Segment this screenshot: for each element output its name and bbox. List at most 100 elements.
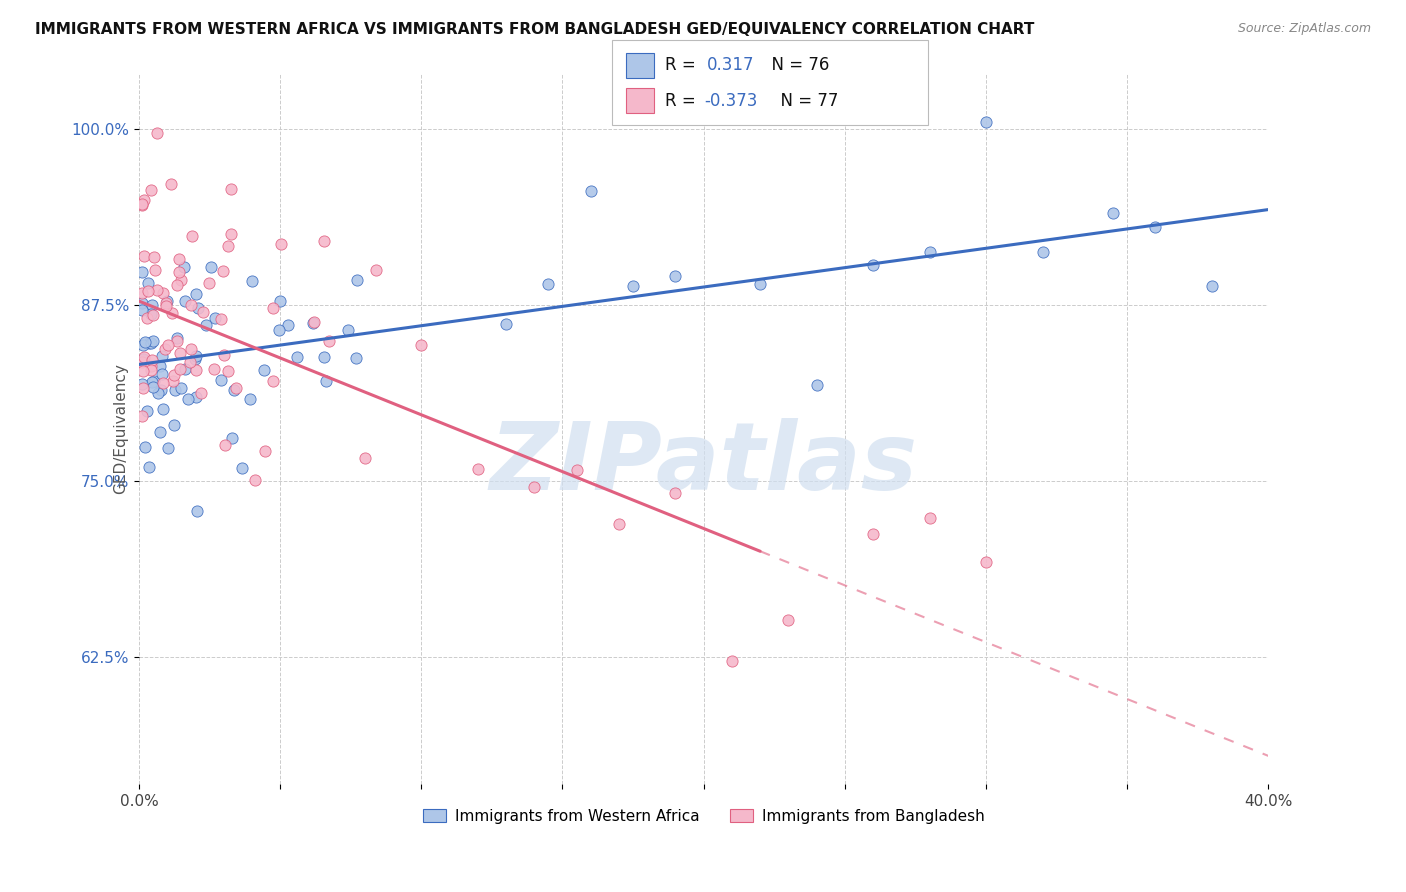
Point xyxy=(170,273,193,287)
Point xyxy=(173,293,195,308)
Point xyxy=(721,654,744,668)
Point xyxy=(169,346,191,360)
Point xyxy=(224,383,246,397)
Point xyxy=(184,287,207,301)
Point xyxy=(146,126,169,140)
Point xyxy=(160,305,183,319)
Point xyxy=(225,381,247,395)
Point xyxy=(131,197,153,211)
Point xyxy=(155,299,177,313)
Point xyxy=(211,264,233,278)
Point xyxy=(217,364,239,378)
Point xyxy=(312,350,335,364)
Point xyxy=(664,485,686,500)
Point xyxy=(806,378,828,392)
Point xyxy=(138,335,160,350)
Point xyxy=(169,362,191,376)
Point xyxy=(862,258,884,272)
Point xyxy=(267,323,290,337)
Point xyxy=(149,359,172,373)
Point xyxy=(131,377,153,392)
Point xyxy=(183,351,205,366)
Point xyxy=(918,511,941,525)
Point xyxy=(219,182,242,196)
Point xyxy=(156,294,179,309)
Point xyxy=(132,381,155,395)
Point xyxy=(269,293,291,308)
Point xyxy=(214,437,236,451)
Point xyxy=(139,183,162,197)
Point xyxy=(579,184,602,198)
Text: R =: R = xyxy=(665,92,702,110)
Point xyxy=(1031,244,1053,259)
Point xyxy=(621,279,644,293)
Point xyxy=(184,350,207,364)
Point xyxy=(221,431,243,445)
Point xyxy=(146,386,169,401)
Point xyxy=(191,304,214,318)
Point xyxy=(190,385,212,400)
Point xyxy=(174,362,197,376)
Point xyxy=(141,298,163,312)
Point xyxy=(150,368,173,382)
Point xyxy=(187,301,209,316)
Point xyxy=(778,614,800,628)
Point xyxy=(131,302,153,317)
Point xyxy=(495,317,517,331)
Point xyxy=(153,342,176,356)
Point xyxy=(141,353,163,368)
Text: Source: ZipAtlas.com: Source: ZipAtlas.com xyxy=(1237,22,1371,36)
Point xyxy=(253,443,276,458)
Point xyxy=(162,368,184,383)
Point xyxy=(150,383,173,397)
Point xyxy=(169,252,191,266)
Text: N = 77: N = 77 xyxy=(770,92,839,110)
Text: IMMIGRANTS FROM WESTERN AFRICA VS IMMIGRANTS FROM BANGLADESH GED/EQUIVALENCY COR: IMMIGRANTS FROM WESTERN AFRICA VS IMMIGR… xyxy=(35,22,1035,37)
Point xyxy=(1144,220,1167,235)
Point xyxy=(262,301,284,315)
Point xyxy=(200,260,222,275)
Point xyxy=(136,284,159,298)
Point xyxy=(149,425,172,440)
Point xyxy=(1102,206,1125,220)
Point xyxy=(163,418,186,433)
Point xyxy=(918,245,941,260)
Point xyxy=(166,334,188,348)
Point xyxy=(134,441,156,455)
Point xyxy=(131,196,153,211)
Point xyxy=(142,308,165,322)
Point xyxy=(344,351,367,365)
Point xyxy=(163,383,186,397)
Point xyxy=(186,504,208,518)
Point xyxy=(166,278,188,293)
Point xyxy=(173,260,195,275)
Point xyxy=(197,276,219,290)
Point xyxy=(132,249,155,263)
Point xyxy=(134,193,156,207)
Point xyxy=(132,364,155,378)
Point xyxy=(131,296,153,310)
Point xyxy=(565,463,588,477)
Point xyxy=(239,392,262,406)
Point xyxy=(139,363,162,377)
Point xyxy=(152,376,174,390)
Point xyxy=(411,338,433,352)
Point xyxy=(135,311,157,326)
Point xyxy=(179,355,201,369)
Point xyxy=(262,374,284,388)
Point xyxy=(139,307,162,321)
Point xyxy=(302,316,325,330)
Point xyxy=(664,268,686,283)
Point xyxy=(318,334,340,348)
Point xyxy=(366,262,388,277)
Point xyxy=(180,342,202,356)
Point xyxy=(467,462,489,476)
Point xyxy=(1201,279,1223,293)
Point xyxy=(184,390,207,404)
Point xyxy=(270,237,292,252)
Point xyxy=(141,375,163,389)
Point xyxy=(152,286,174,301)
Point xyxy=(138,460,160,475)
Point xyxy=(132,351,155,366)
Point xyxy=(315,375,337,389)
